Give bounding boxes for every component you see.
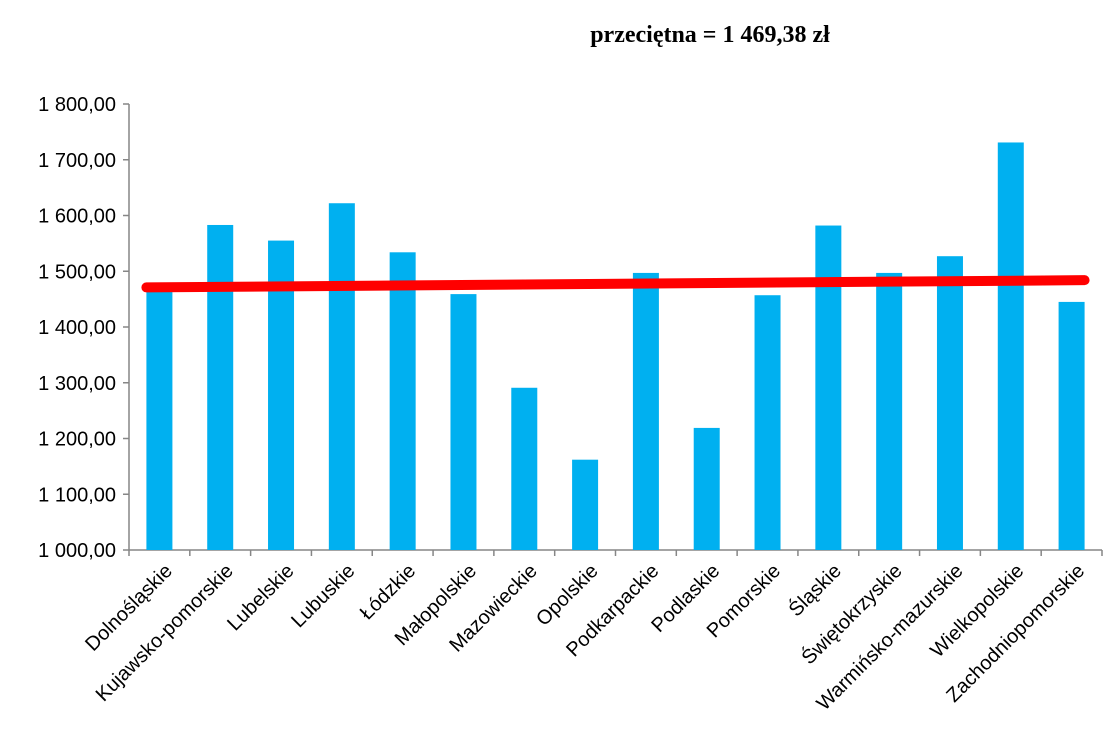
bar [511, 387, 538, 550]
bar [207, 224, 234, 551]
bar [632, 272, 659, 550]
bar [572, 459, 599, 550]
x-tick-label: Lubuskie [287, 560, 359, 632]
y-tick-label: 1 300,00 [38, 373, 116, 395]
bar [450, 294, 477, 550]
bars [146, 142, 1085, 551]
x-tick-label: Śląskie [783, 559, 846, 622]
y-tick-label: 1 700,00 [38, 150, 116, 172]
y-tick-label: 1 000,00 [38, 540, 116, 562]
bar [693, 427, 720, 550]
trendline [141, 275, 1090, 293]
bar [268, 240, 295, 550]
bar [389, 252, 416, 551]
y-tick-label: 1 800,00 [38, 94, 116, 116]
trendline-line [141, 275, 1090, 293]
bar [936, 256, 963, 550]
y-tick-label: 1 200,00 [38, 429, 116, 451]
chart-title: przeciętna = 1 469,38 zł [590, 22, 830, 48]
bar [328, 203, 355, 551]
x-axis: DolnośląskieKujawsko-pomorskieLubelskieL… [81, 549, 1103, 715]
bar [146, 289, 173, 550]
y-tick-label: 1 600,00 [38, 206, 116, 228]
y-tick-label: 1 100,00 [38, 484, 116, 506]
bar [997, 142, 1024, 550]
bar [754, 295, 781, 550]
bar [1058, 301, 1085, 550]
bar [815, 225, 842, 550]
y-tick-label: 1 500,00 [38, 261, 116, 283]
y-tick-label: 1 400,00 [38, 317, 116, 339]
y-axis: 1 000,00 1 100,00 1 200,00 1 300,00 1 400,00… [38, 94, 130, 562]
bar [876, 272, 903, 550]
x-tick-label: Lubelskie [223, 560, 298, 635]
